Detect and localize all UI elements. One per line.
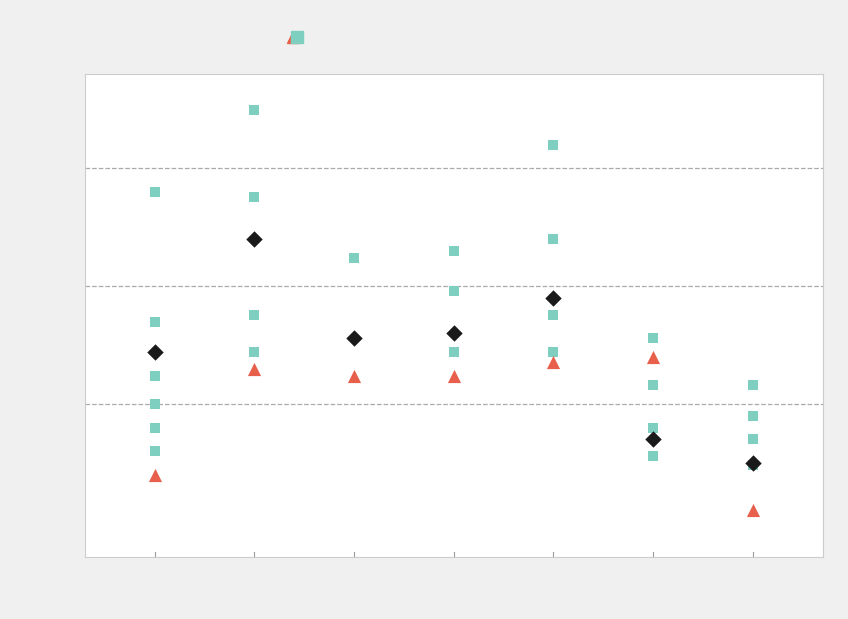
- Point: [547, 293, 561, 303]
- Point: [148, 423, 161, 433]
- Point: [746, 461, 760, 470]
- Point: [148, 470, 161, 480]
- Point: [148, 371, 161, 381]
- Point: [646, 423, 660, 433]
- Point: [746, 435, 760, 444]
- Point: [248, 234, 261, 244]
- Point: [547, 234, 561, 244]
- Point: [347, 253, 360, 263]
- Point: [447, 371, 460, 381]
- Point: [646, 451, 660, 461]
- Point: [746, 458, 760, 468]
- Point: [447, 347, 460, 357]
- Point: [248, 347, 261, 357]
- Point: [646, 380, 660, 390]
- Point: [646, 435, 660, 444]
- Point: [347, 371, 360, 381]
- Point: [148, 399, 161, 409]
- Point: [547, 347, 561, 357]
- Point: [447, 329, 460, 339]
- Point: [547, 310, 561, 319]
- Point: [248, 310, 261, 319]
- Point: [746, 505, 760, 515]
- Point: [447, 246, 460, 256]
- Point: [148, 347, 161, 357]
- Point: [646, 352, 660, 362]
- Point: [646, 333, 660, 343]
- Point: [148, 446, 161, 456]
- Point: [447, 286, 460, 296]
- Point: [547, 140, 561, 150]
- Point: [248, 105, 261, 115]
- Point: [148, 187, 161, 197]
- Point: [746, 380, 760, 390]
- Point: [547, 357, 561, 366]
- Point: [248, 364, 261, 374]
- Point: [248, 192, 261, 202]
- Point: [746, 411, 760, 421]
- Point: [347, 333, 360, 343]
- Point: [148, 317, 161, 327]
